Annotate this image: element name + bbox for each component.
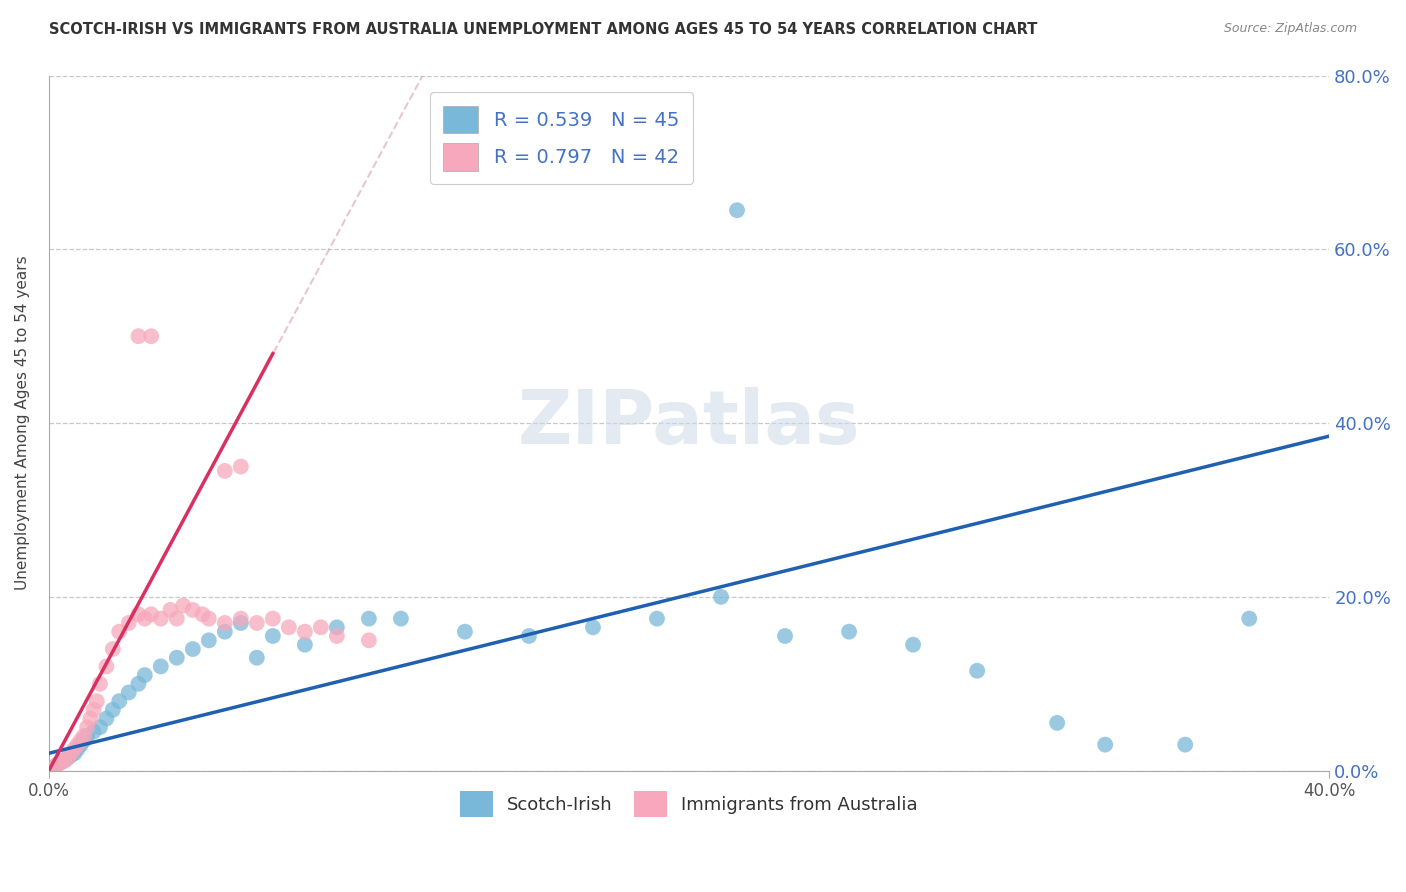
Point — [725, 203, 748, 218]
Point — [51, 755, 73, 769]
Point — [214, 615, 236, 630]
Point — [277, 620, 299, 634]
Point — [53, 753, 76, 767]
Point — [51, 755, 73, 769]
Point — [127, 607, 149, 622]
Point — [309, 620, 332, 634]
Point — [101, 642, 124, 657]
Point — [118, 615, 141, 630]
Point — [246, 650, 269, 665]
Point — [229, 612, 252, 626]
Point — [108, 694, 131, 708]
Point — [134, 612, 156, 626]
Point — [60, 747, 83, 761]
Point — [86, 694, 108, 708]
Point — [326, 620, 349, 634]
Point — [69, 738, 91, 752]
Point — [56, 750, 79, 764]
Point — [127, 677, 149, 691]
Text: ZIPatlas: ZIPatlas — [517, 386, 860, 459]
Point — [229, 459, 252, 474]
Point — [645, 612, 668, 626]
Point — [198, 612, 221, 626]
Point — [191, 607, 214, 622]
Point — [159, 603, 181, 617]
Point — [229, 615, 252, 630]
Point — [134, 668, 156, 682]
Point — [53, 753, 76, 767]
Point — [108, 624, 131, 639]
Point — [76, 720, 98, 734]
Point — [357, 612, 380, 626]
Point — [1174, 738, 1197, 752]
Point — [214, 464, 236, 478]
Point — [66, 738, 89, 752]
Point — [89, 677, 111, 691]
Point — [357, 633, 380, 648]
Point — [83, 724, 105, 739]
Point — [198, 633, 221, 648]
Point — [66, 742, 89, 756]
Point — [127, 329, 149, 343]
Point — [96, 659, 118, 673]
Point — [63, 747, 86, 761]
Point — [166, 650, 188, 665]
Point — [101, 703, 124, 717]
Legend: Scotch-Irish, Immigrants from Australia: Scotch-Irish, Immigrants from Australia — [453, 784, 925, 824]
Point — [69, 733, 91, 747]
Point — [710, 590, 733, 604]
Point — [294, 638, 316, 652]
Point — [262, 612, 284, 626]
Point — [76, 729, 98, 743]
Point — [141, 607, 163, 622]
Y-axis label: Unemployment Among Ages 45 to 54 years: Unemployment Among Ages 45 to 54 years — [15, 256, 30, 591]
Point — [389, 612, 412, 626]
Point — [966, 664, 988, 678]
Point — [214, 624, 236, 639]
Point — [326, 629, 349, 643]
Point — [79, 712, 101, 726]
Point — [83, 703, 105, 717]
Point — [901, 638, 924, 652]
Point — [56, 750, 79, 764]
Point — [582, 620, 605, 634]
Point — [60, 747, 83, 762]
Point — [73, 733, 96, 747]
Point — [181, 603, 204, 617]
Point — [141, 329, 163, 343]
Point — [517, 629, 540, 643]
Point — [181, 642, 204, 657]
Point — [172, 599, 194, 613]
Point — [454, 624, 477, 639]
Point — [89, 720, 111, 734]
Point — [838, 624, 860, 639]
Text: Source: ZipAtlas.com: Source: ZipAtlas.com — [1223, 22, 1357, 36]
Point — [48, 756, 70, 771]
Point — [149, 612, 172, 626]
Point — [1239, 612, 1261, 626]
Point — [149, 659, 172, 673]
Point — [44, 759, 66, 773]
Point — [73, 729, 96, 743]
Point — [48, 756, 70, 771]
Point — [44, 759, 66, 773]
Text: SCOTCH-IRISH VS IMMIGRANTS FROM AUSTRALIA UNEMPLOYMENT AMONG AGES 45 TO 54 YEARS: SCOTCH-IRISH VS IMMIGRANTS FROM AUSTRALI… — [49, 22, 1038, 37]
Point — [262, 629, 284, 643]
Point — [1046, 715, 1069, 730]
Point — [773, 629, 796, 643]
Point — [246, 615, 269, 630]
Point — [118, 685, 141, 699]
Point — [96, 712, 118, 726]
Point — [166, 612, 188, 626]
Point — [294, 624, 316, 639]
Point — [1094, 738, 1116, 752]
Point — [63, 742, 86, 756]
